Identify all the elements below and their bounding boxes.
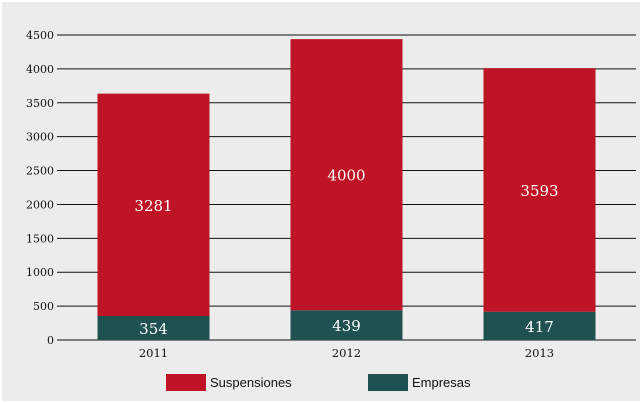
legend-label-suspensiones: Suspensiones [210, 375, 292, 390]
x-tick-label-2012: 2012 [332, 346, 361, 360]
y-tick-label-0: 0 [47, 334, 54, 347]
legend: Suspensiones Empresas [166, 374, 471, 391]
data-label-suspensiones-2011: 3281 [134, 197, 172, 215]
legend-swatch-empresas [368, 374, 408, 391]
data-label-suspensiones-2013: 3593 [520, 182, 558, 200]
bars [97, 39, 596, 340]
data-label-empresas-2012: 439 [332, 317, 361, 335]
y-tick-label-2500: 2500 [26, 165, 54, 178]
y-tick-label-1500: 1500 [26, 232, 54, 245]
bar-suspensiones-2012 [290, 39, 403, 311]
bar-suspensiones-2011 [97, 93, 210, 317]
data-label-suspensiones-2012: 4000 [327, 167, 365, 185]
data-label-empresas-2011: 354 [139, 320, 168, 338]
y-tick-label-4000: 4000 [26, 63, 54, 76]
y-tick-label-500: 500 [33, 300, 54, 313]
legend-swatch-suspensiones [166, 374, 206, 391]
y-tick-label-4500: 4500 [26, 29, 54, 42]
y-tick-label-2000: 2000 [26, 198, 54, 211]
x-tick-label-2013: 2013 [525, 346, 554, 360]
data-labels: 354 3281 439 4000 417 3593 [134, 167, 558, 338]
y-tick-label-1000: 1000 [26, 266, 54, 279]
y-axis-ticks: 0 500 1000 1500 2000 2500 3000 3500 4000 4500 [26, 29, 54, 347]
bar-suspensiones-2013 [483, 68, 596, 312]
x-tick-label-2011: 2011 [139, 346, 168, 360]
bar-empresas-2011 [97, 316, 210, 340]
data-label-empresas-2013: 417 [525, 318, 554, 336]
bar-empresas-2013 [483, 311, 596, 340]
legend-label-empresas: Empresas [412, 375, 471, 390]
x-axis-ticks: 2011 2012 2013 [139, 346, 554, 360]
y-tick-label-3500: 3500 [26, 97, 54, 110]
y-tick-label-3000: 3000 [26, 131, 54, 144]
bar-empresas-2012 [290, 310, 403, 340]
